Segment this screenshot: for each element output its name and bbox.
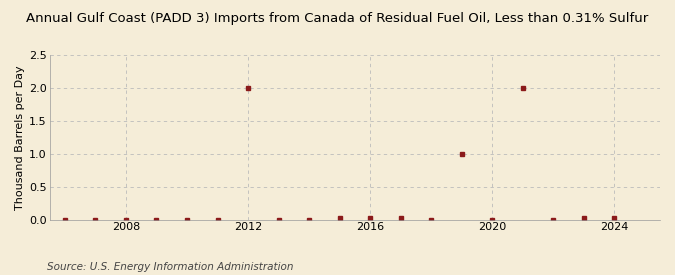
Text: Source: U.S. Energy Information Administration: Source: U.S. Energy Information Administ… [47,262,294,272]
Y-axis label: Thousand Barrels per Day: Thousand Barrels per Day [15,65,25,210]
Text: Annual Gulf Coast (PADD 3) Imports from Canada of Residual Fuel Oil, Less than 0: Annual Gulf Coast (PADD 3) Imports from … [26,12,649,25]
